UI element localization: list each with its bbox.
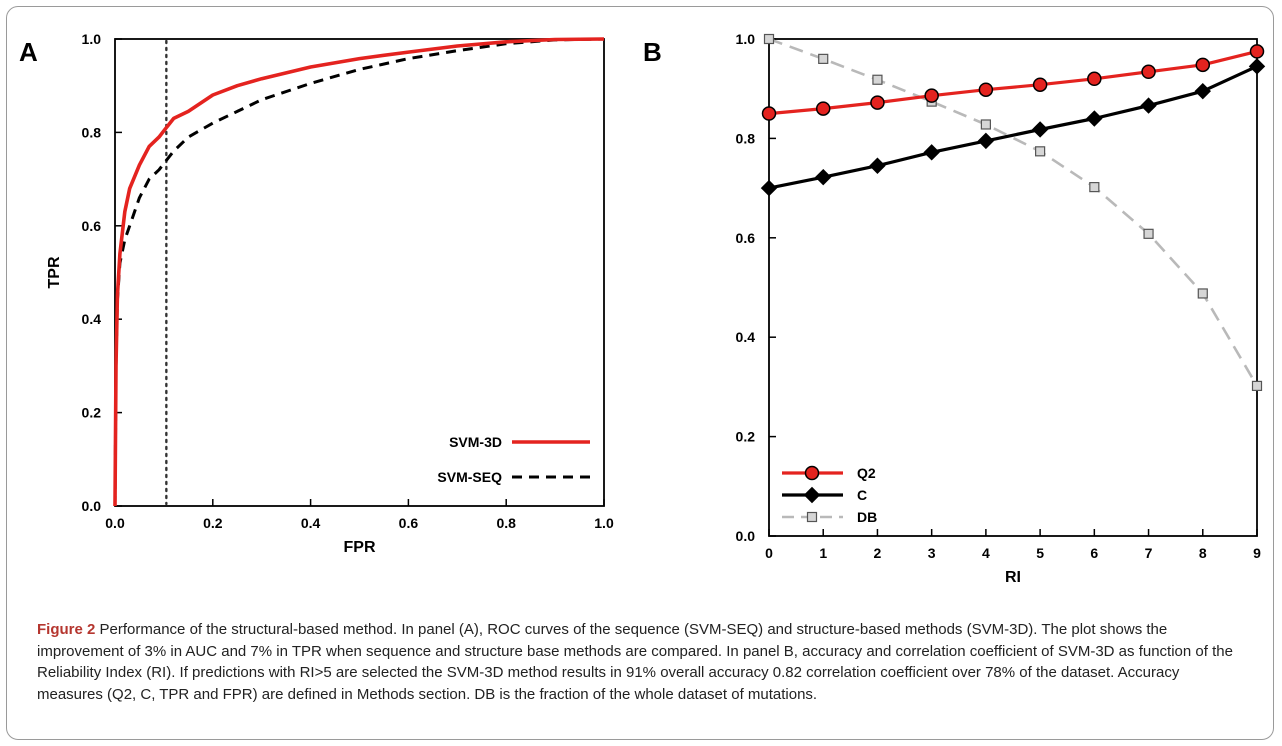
ri-x-tick-label: 1 xyxy=(819,545,827,561)
roc-x-tick-label: 0.4 xyxy=(301,515,321,531)
ri-x-tick-label: 9 xyxy=(1253,545,1261,561)
ri-series-q2-point xyxy=(1032,77,1048,92)
ri-series-c-point xyxy=(1031,121,1049,138)
ri-series-db-point xyxy=(980,119,991,130)
roc-legend-label: SVM-SEQ xyxy=(437,469,502,485)
ri-series-q2-point xyxy=(1141,64,1156,80)
caption-text: Performance of the structural-based meth… xyxy=(37,621,1233,703)
ri-series-q2-point xyxy=(978,82,994,97)
roc-y-tick-label: 0.6 xyxy=(82,218,102,234)
ri-series-db-point xyxy=(1089,182,1100,193)
ri-x-tick-label: 7 xyxy=(1145,545,1153,561)
ri-series-c-point xyxy=(1248,58,1266,75)
ri-x-axis-label: RI xyxy=(1005,569,1021,586)
roc-x-tick-label: 0.2 xyxy=(203,515,223,531)
ri-series-db-point xyxy=(1035,146,1046,157)
ri-series-db-point xyxy=(1143,228,1154,239)
roc-x-tick-label: 0.6 xyxy=(399,515,419,531)
reliability-chart: 0 1 2 3 4 5 6 7 8 9 0.0 0.2 0.4 0.6 0.8 1.0 RI Q2 C DB xyxy=(736,31,1266,586)
ri-series-db-point xyxy=(818,53,829,64)
ri-series-c-point xyxy=(1086,110,1103,127)
figure-charts: A B 0.0 0.2 0.4 0.6 0.8 1.0 0.0 0.2 0.4 0.6 0.8 1.0… xyxy=(19,31,1266,586)
roc-y-tick-label: 0.0 xyxy=(82,498,102,514)
panel-b-letter: B xyxy=(643,37,662,67)
figure-caption: Figure 2 Performance of the structural-b… xyxy=(37,619,1249,705)
ri-series-c-point xyxy=(923,144,940,161)
ri-series-q2-line xyxy=(768,49,1258,116)
roc-y-tick-label: 0.2 xyxy=(82,405,102,421)
ri-series-c-line xyxy=(768,64,1258,190)
ri-legend-label-c: C xyxy=(857,487,867,503)
ri-series-db-point xyxy=(763,33,775,45)
ri-series-q2-point xyxy=(924,88,939,103)
roc-x-tick-label: 1.0 xyxy=(594,515,614,531)
ri-x-tick-label: 3 xyxy=(928,545,936,561)
ri-y-tick-label: 0.4 xyxy=(736,329,756,345)
ri-series-q2-point xyxy=(870,95,885,110)
roc-x-tick-label: 0.0 xyxy=(105,515,125,531)
ri-series-db-point xyxy=(1251,380,1263,392)
ri-legend-marker-q2 xyxy=(804,465,820,481)
ri-y-tick-label: 0.6 xyxy=(736,230,756,246)
ri-y-tick-label: 0.2 xyxy=(736,429,756,445)
ri-series-c-point xyxy=(760,179,778,197)
ri-y-tick-label: 0.0 xyxy=(736,528,756,544)
ri-legend-label-db: DB xyxy=(857,509,877,525)
ri-x-tick-label: 4 xyxy=(982,545,990,561)
ri-series-c-point xyxy=(815,168,832,186)
roc-y-tick-label: 0.4 xyxy=(82,311,102,327)
ri-legend-marker-c xyxy=(803,486,821,504)
roc-x-axis-label: FPR xyxy=(344,539,376,556)
ri-x-tick-label: 2 xyxy=(874,545,882,561)
roc-series-svm-seq-line xyxy=(113,37,605,507)
ri-series-c-point xyxy=(869,157,886,174)
panel-a-letter: A xyxy=(19,37,38,67)
roc-y-tick-label: 0.8 xyxy=(82,124,102,140)
ri-series-db-line xyxy=(768,37,1259,387)
roc-chart: 0.0 0.2 0.4 0.6 0.8 1.0 0.0 0.2 0.4 0.6 0.8 1.0 FPR T… xyxy=(46,31,614,556)
ri-series-c-point xyxy=(1140,97,1157,114)
ri-series-q2-point xyxy=(1195,57,1211,73)
roc-legend-label: SVM-3D xyxy=(449,434,502,450)
ri-series-c-point xyxy=(1194,82,1211,100)
ri-series-q2-point xyxy=(815,101,831,116)
ri-series-c-point xyxy=(977,132,995,150)
ri-y-tick-label: 1.0 xyxy=(736,31,756,47)
roc-x-tick-label: 0.8 xyxy=(496,515,516,531)
ri-legend-label-q2: Q2 xyxy=(857,465,876,481)
ri-x-tick-label: 0 xyxy=(765,545,773,561)
figure-panel: A B 0.0 0.2 0.4 0.6 0.8 1.0 0.0 0.2 0.4 0.6 0.8 1.0… xyxy=(6,6,1274,740)
ri-y-tick-label: 0.8 xyxy=(736,130,756,146)
roc-y-tick-label: 1.0 xyxy=(82,31,102,47)
ri-x-tick-label: 5 xyxy=(1036,545,1044,561)
ri-series-q2-point xyxy=(1249,44,1265,59)
roc-y-axis-label: TPR xyxy=(46,256,63,288)
ri-series-db-point xyxy=(872,74,883,85)
ri-x-tick-label: 8 xyxy=(1199,545,1207,561)
ri-series-q2-point xyxy=(1087,71,1102,87)
ri-legend-marker-db xyxy=(806,511,818,523)
roc-plot-frame xyxy=(114,38,605,507)
ri-series-q2-point xyxy=(761,106,777,121)
ri-plot-frame xyxy=(768,38,1258,537)
roc-series-svm-3d-line xyxy=(113,37,605,507)
figure-number: Figure 2 xyxy=(37,621,96,638)
ri-x-tick-label: 6 xyxy=(1090,545,1098,561)
ri-series-db-point xyxy=(1197,288,1208,299)
